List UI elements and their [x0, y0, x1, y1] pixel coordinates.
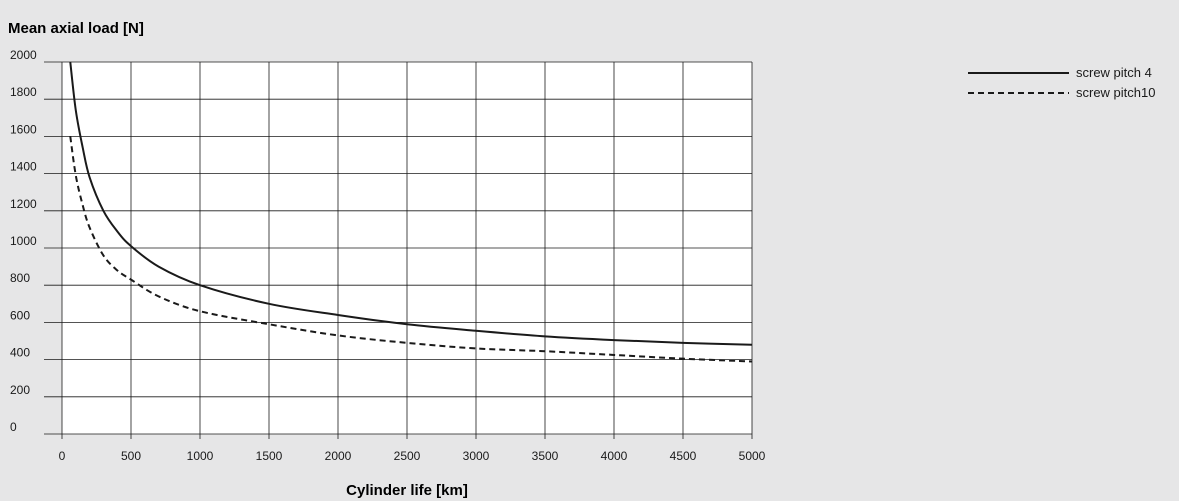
- x-tick-label: 500: [121, 449, 141, 463]
- y-tick-label: 2000: [10, 48, 37, 62]
- series-layer: [69, 61, 753, 363]
- x-tick-label: 4500: [670, 449, 697, 463]
- x-axis-title: Cylinder life [km]: [346, 482, 468, 499]
- y-tick-label: 1800: [10, 85, 37, 99]
- x-tick-label: 4000: [601, 449, 628, 463]
- axis-layer: 0 500 1000 1500 2000 2500 3000 3500 4000 4500 5000…: [10, 48, 766, 463]
- y-tick-label: 1000: [10, 234, 37, 248]
- x-tick-label: 0: [59, 449, 66, 463]
- y-tick-label: 1400: [10, 160, 37, 174]
- series-line-1: [69, 61, 753, 346]
- y-axis-title: Mean axial load [N]: [8, 20, 144, 37]
- y-tick-label: 400: [10, 346, 30, 360]
- y-tick-label: 0: [10, 420, 17, 434]
- y-tick-label: 200: [10, 383, 30, 397]
- legend: screw pitch 4 screw pitch10: [968, 65, 1155, 100]
- x-tick-label: 5000: [739, 449, 766, 463]
- y-tick-label: 1200: [10, 197, 37, 211]
- x-tick-label: 1000: [187, 449, 214, 463]
- legend-label-2: screw pitch10: [1076, 85, 1155, 100]
- x-tick-label: 2500: [394, 449, 421, 463]
- series-line-2: [69, 136, 753, 363]
- x-tick-label: 1500: [256, 449, 283, 463]
- x-tick-label: 3500: [532, 449, 559, 463]
- x-tick-label: 2000: [325, 449, 352, 463]
- grid-layer: [61, 61, 753, 435]
- legend-label-1: screw pitch 4: [1076, 65, 1152, 80]
- x-tick-label: 3000: [463, 449, 490, 463]
- y-tick-label: 800: [10, 271, 30, 285]
- y-tick-label: 600: [10, 308, 30, 322]
- y-tick-label: 1600: [10, 122, 37, 136]
